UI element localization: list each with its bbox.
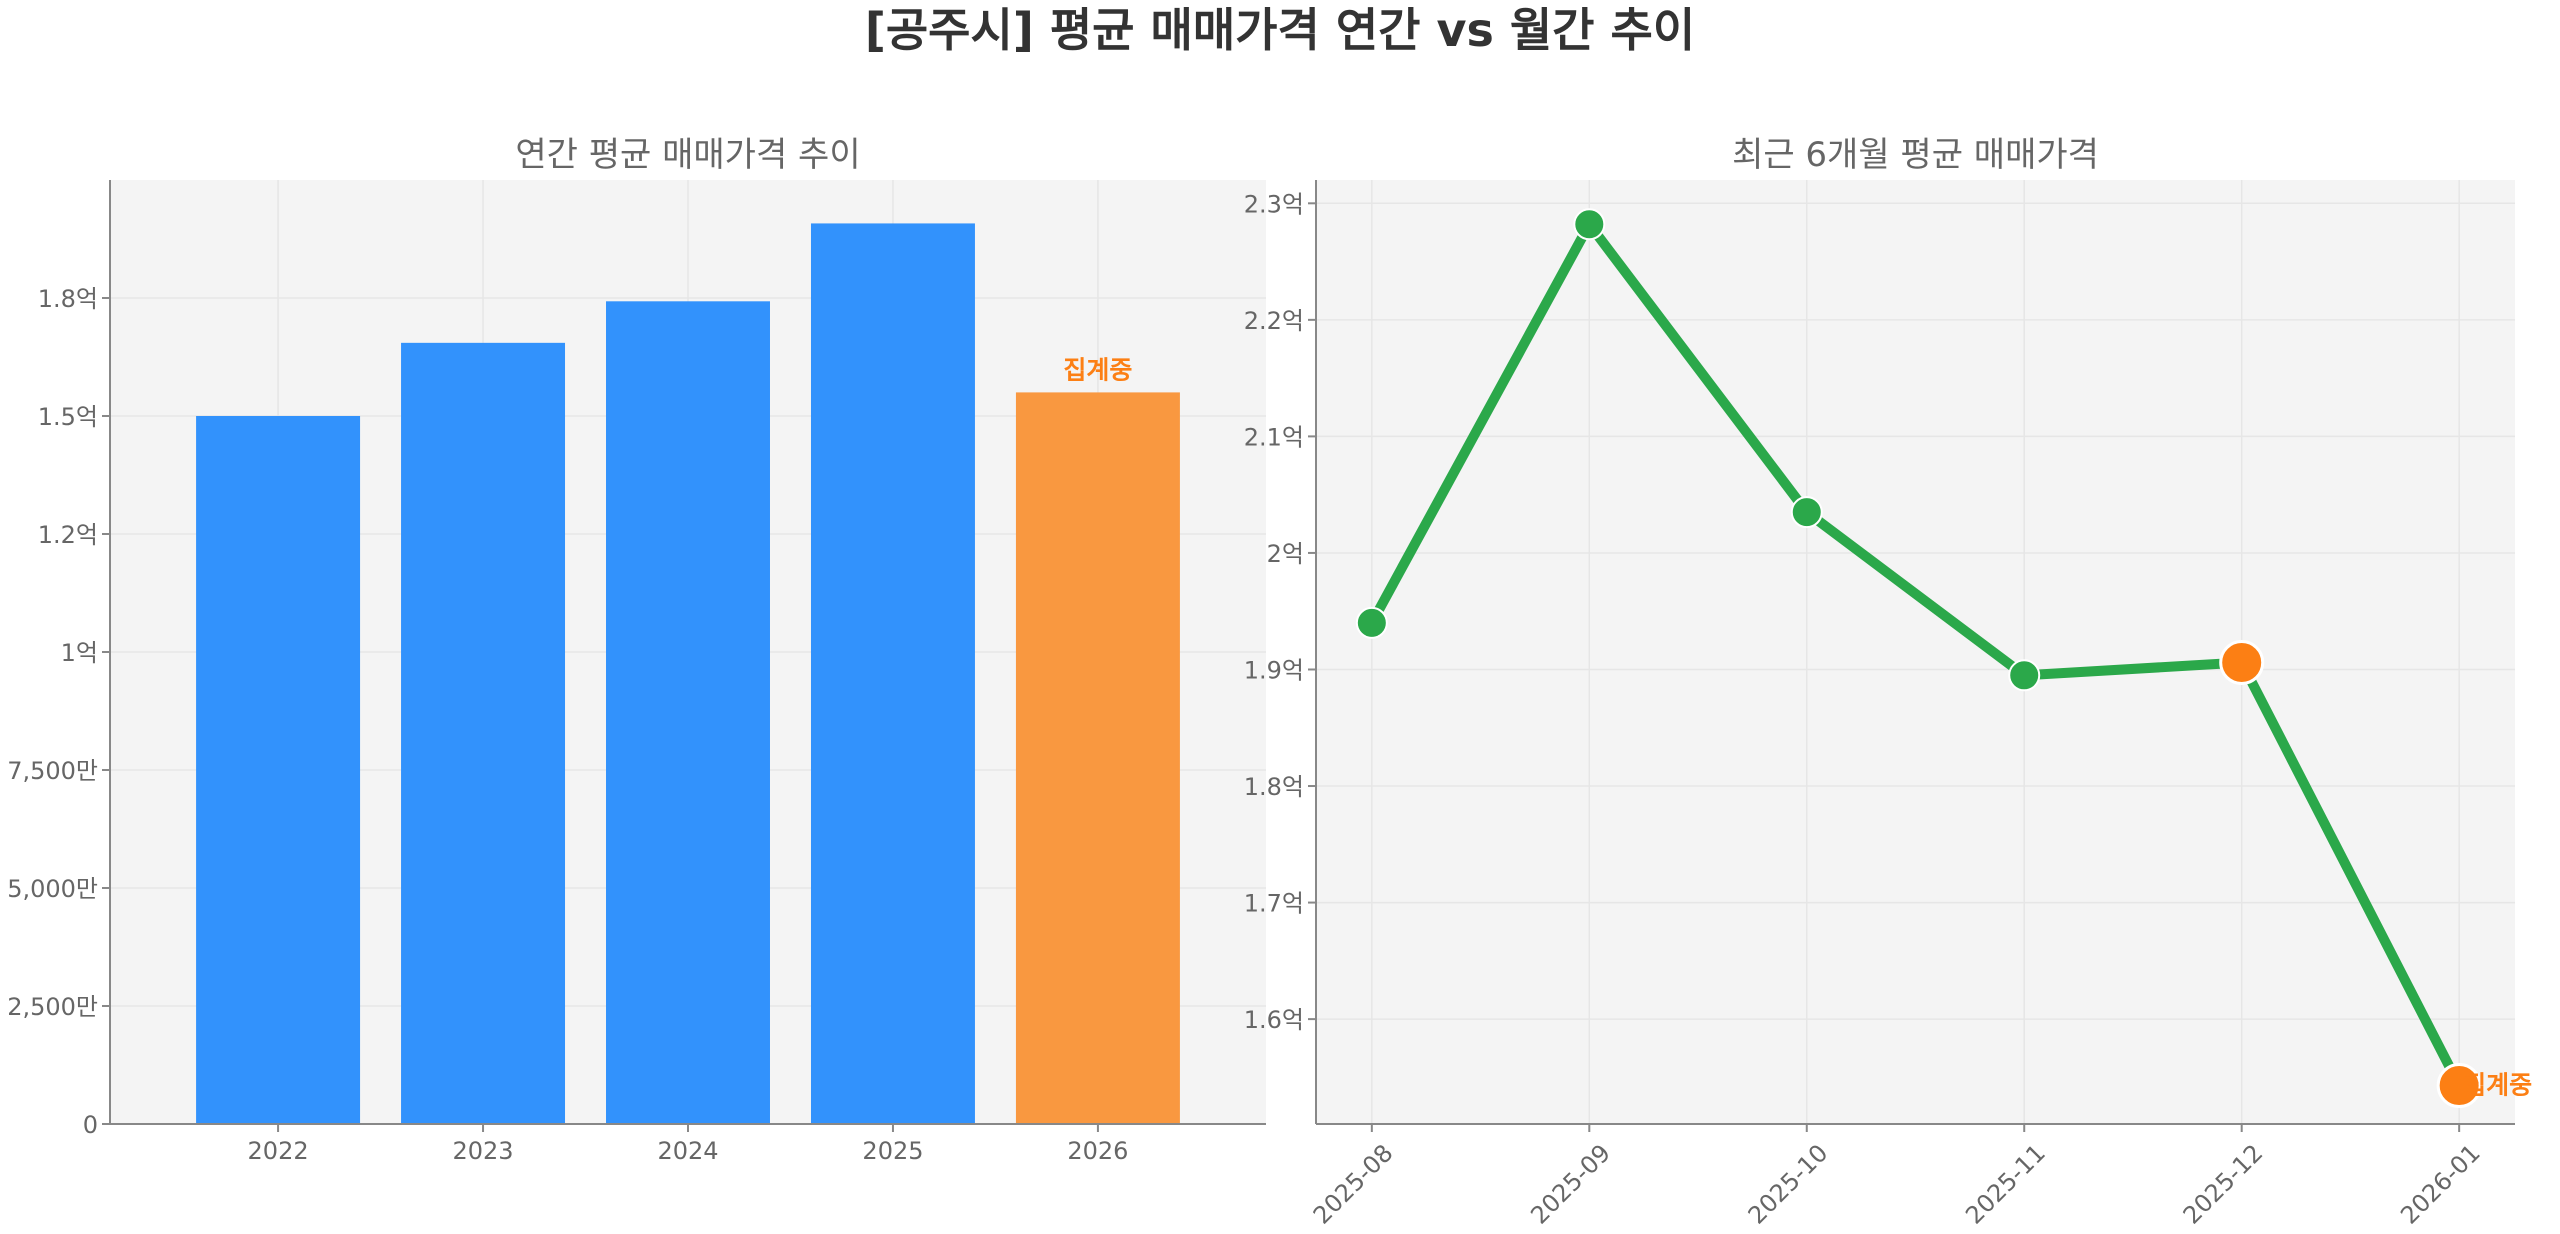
y-tick-label: 5,000만 bbox=[7, 875, 98, 903]
y-tick-label: 1억 bbox=[61, 639, 98, 667]
data-point-2025-11 bbox=[2008, 659, 2041, 692]
monthly-price-chart: 1.6억 1.7억 1.8억 1.9억 2억 2.1억 2.2억 2.3억 2025-08 202… bbox=[1244, 135, 2532, 1230]
x-tick-label: 2025 bbox=[862, 1137, 923, 1165]
annual-price-chart: 0 2,500만 5,000만 7,500만 1억 1.2억 1.5억 1.8억 2022 202… bbox=[7, 135, 1266, 1165]
annotation-label: 집계중 bbox=[2463, 1071, 2532, 1100]
y-tick-label: 1.7억 bbox=[1244, 890, 1304, 918]
y-tick-label: 1.8억 bbox=[38, 285, 98, 313]
y-tick-label: 2.3억 bbox=[1244, 190, 1304, 218]
data-point-2025-10 bbox=[1790, 496, 1823, 529]
chart-title: 최근 6개월 평균 매매가격 bbox=[1732, 135, 2099, 175]
x-tick-label: 2026 bbox=[1067, 1137, 1128, 1165]
data-point-2025-08 bbox=[1355, 606, 1388, 639]
y-tick-label: 0 bbox=[83, 1111, 98, 1139]
bar-2025 bbox=[810, 223, 975, 1124]
y-tick-label: 2,500만 bbox=[7, 993, 98, 1021]
figure-title: [공주시] 평균 매매가격 연간 vs 월간 추이 bbox=[864, 3, 1696, 57]
y-tick-label: 1.9억 bbox=[1244, 656, 1304, 684]
x-tick-label: 2024 bbox=[657, 1137, 718, 1165]
y-tick-label: 2.2억 bbox=[1244, 307, 1304, 335]
x-tick-label: 2025-10 bbox=[1743, 1139, 1834, 1230]
y-tick-label: 2억 bbox=[1267, 540, 1304, 568]
y-tick-label: 1.5억 bbox=[38, 403, 98, 431]
y-tick-label: 1.8억 bbox=[1244, 773, 1304, 801]
x-tick-label: 2025-11 bbox=[1960, 1139, 2051, 1230]
bar-2022 bbox=[196, 416, 361, 1124]
series-line bbox=[1366, 219, 2465, 1091]
data-point-2025-12 bbox=[2219, 639, 2265, 685]
chart-title: 연간 평균 매매가격 추이 bbox=[515, 135, 860, 175]
y-tick-label: 7,500만 bbox=[7, 757, 98, 785]
plot-area bbox=[1316, 180, 2515, 1124]
x-tick-label: 2026-01 bbox=[2395, 1139, 2486, 1230]
y-tick-label: 1.2억 bbox=[38, 521, 98, 549]
data-point-2025-09 bbox=[1573, 208, 1606, 241]
x-tick-label: 2025-08 bbox=[1308, 1139, 1399, 1230]
y-tick-label: 2.1억 bbox=[1244, 423, 1304, 451]
bar-2023 bbox=[401, 342, 566, 1125]
x-tick-label: 2022 bbox=[248, 1137, 309, 1165]
annotation-label: 집계중 bbox=[1063, 355, 1132, 384]
x-tick-label: 2025-09 bbox=[1525, 1139, 1616, 1230]
bar-2026 bbox=[1015, 392, 1180, 1124]
y-tick-label: 1.6억 bbox=[1244, 1006, 1304, 1034]
data-point-2026-01 bbox=[2436, 1063, 2482, 1109]
x-tick-label: 2023 bbox=[452, 1137, 513, 1165]
x-tick-label: 2025-12 bbox=[2178, 1139, 2269, 1230]
bar-2024 bbox=[606, 301, 770, 1125]
